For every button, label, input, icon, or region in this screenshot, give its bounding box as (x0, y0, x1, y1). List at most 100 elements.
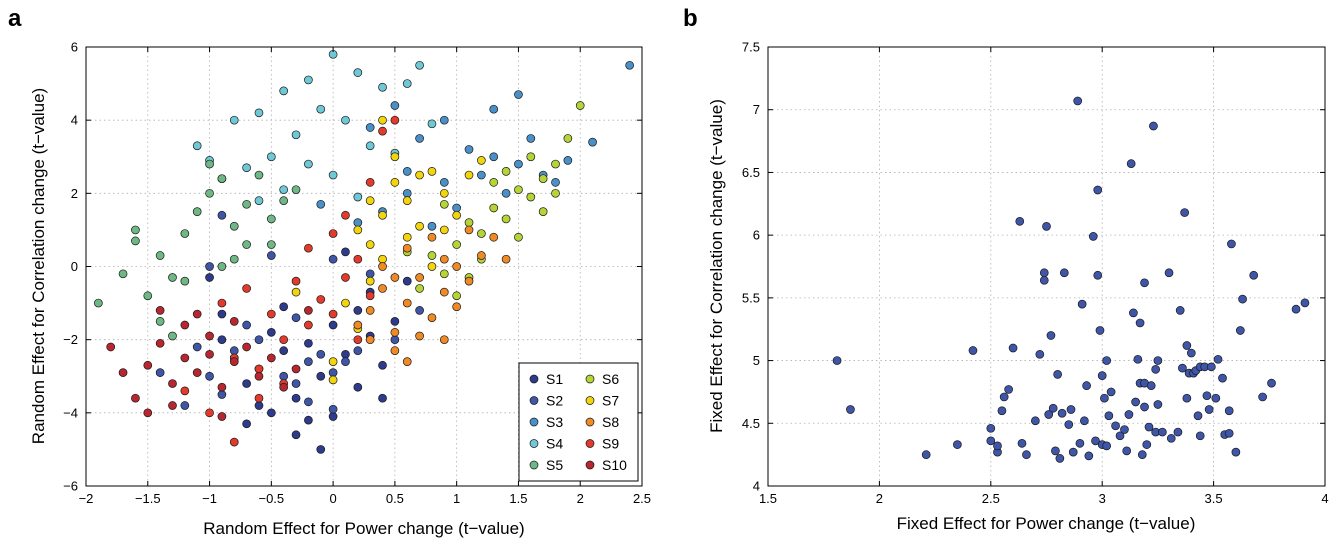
a-point-s1 (217, 335, 227, 345)
b-point (1095, 326, 1105, 335)
a-point-s3 (402, 188, 412, 198)
b-point (1218, 373, 1227, 383)
a-point-s9 (217, 298, 227, 308)
b-point (1053, 370, 1062, 379)
b-point (1004, 385, 1013, 394)
a-point-s10 (168, 379, 177, 388)
b-ytick-label: 7 (753, 102, 760, 117)
b-point (1153, 356, 1163, 365)
a-xtick-label: 1 (453, 491, 460, 506)
a-point-s4 (427, 119, 437, 129)
a-point-s9 (341, 210, 350, 220)
a-point-s2 (304, 397, 313, 407)
a-point-s7 (439, 188, 449, 198)
a-point-s3 (625, 60, 634, 70)
a-point-s8 (365, 306, 375, 315)
a-point-s3 (353, 218, 363, 227)
a-point-s1 (279, 302, 289, 312)
a-point-s3 (365, 123, 375, 132)
b-xtick-label: 1.5 (759, 491, 777, 506)
a-point-s3 (316, 199, 326, 209)
b-point (1122, 446, 1132, 456)
a-point-s1 (242, 379, 251, 388)
a-point-s4 (291, 130, 301, 140)
b-point (1249, 270, 1259, 280)
a-point-s3 (489, 152, 499, 162)
a-point-s1 (304, 415, 313, 425)
a-point-s2 (192, 342, 202, 352)
a-point-s1 (341, 247, 350, 257)
a-point-s9 (304, 320, 313, 330)
b-point (1146, 381, 1156, 391)
a-point-s10 (304, 306, 313, 315)
a-point-s4 (353, 68, 363, 77)
a-point-s7 (378, 210, 387, 220)
a-point-s1 (378, 393, 387, 403)
a-xtick-label: 1.5 (509, 491, 527, 506)
a-ytick-label: 6 (71, 40, 78, 55)
a-point-s9 (180, 386, 190, 396)
a-point-s7 (390, 152, 400, 162)
a-point-s2 (328, 368, 338, 377)
a-point-s10 (106, 342, 116, 352)
b-point (993, 441, 1002, 451)
a-point-s10 (279, 382, 289, 392)
a-point-s6 (526, 192, 536, 202)
b-point (1102, 441, 1112, 451)
b-point (1291, 304, 1301, 314)
a-point-s8 (390, 328, 400, 337)
panel-b-letter: b (683, 5, 698, 32)
a-point-s9 (279, 335, 289, 345)
a-point-s4 (304, 75, 313, 85)
a-point-s4 (192, 141, 202, 151)
b-point (1126, 159, 1136, 168)
a-point-s6 (415, 284, 424, 293)
a-point-s9 (316, 295, 326, 304)
b-point (1066, 405, 1076, 414)
a-point-s4 (229, 115, 239, 125)
a-point-s8 (464, 276, 474, 286)
a-point-s3 (464, 145, 474, 154)
a-ytick-label: 0 (71, 259, 78, 274)
a-legend-label-s2: S2 (546, 393, 563, 409)
a-point-s8 (452, 262, 462, 271)
a-legend-label-s1: S1 (546, 371, 563, 387)
b-point (1166, 433, 1176, 443)
a-point-s6 (452, 291, 462, 301)
b-xtick-label: 3 (1099, 491, 1106, 506)
a-point-s6 (501, 167, 511, 176)
a-point-s10 (155, 338, 165, 348)
a-point-s10 (155, 306, 165, 315)
a-point-s1 (316, 371, 326, 381)
a-point-s1 (266, 408, 276, 418)
a-point-s2 (217, 210, 227, 220)
a-point-s3 (415, 134, 424, 143)
a-point-s6 (514, 232, 523, 242)
a-point-s10 (205, 331, 214, 341)
a-point-s10 (217, 412, 227, 421)
a-point-s6 (538, 174, 548, 184)
b-ytick-label: 4.5 (742, 416, 760, 431)
a-point-s6 (439, 269, 449, 279)
a-point-s10 (242, 342, 251, 352)
panel-a: a −2 −1.5 −1 −0.5 0 0.5 1 1.5 2 2.5 −6 −4 −2 0 2 4 6 Ran… (8, 5, 651, 538)
a-point-s5 (279, 196, 289, 205)
a-point-s1 (328, 320, 338, 330)
a-point-s8 (402, 357, 412, 366)
a-point-s6 (551, 159, 560, 169)
a-point-s5 (229, 221, 239, 231)
b-point (1213, 354, 1223, 364)
a-point-s5 (94, 298, 103, 308)
a-point-s2 (341, 357, 350, 366)
a-point-s3 (551, 178, 560, 187)
a-point-s7 (402, 232, 412, 242)
a-point-s1 (390, 317, 400, 326)
a-point-s5 (155, 317, 165, 326)
b-point (1140, 402, 1149, 412)
a-point-s9 (353, 335, 363, 345)
a-point-s3 (514, 90, 523, 99)
a-point-s7 (365, 196, 375, 205)
b-point (1140, 278, 1149, 288)
a-point-s10 (229, 357, 239, 366)
